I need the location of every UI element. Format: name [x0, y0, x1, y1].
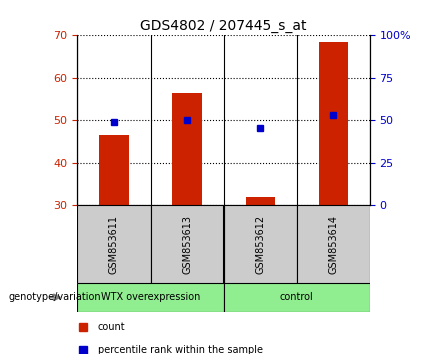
FancyBboxPatch shape [150, 205, 224, 283]
FancyBboxPatch shape [77, 283, 224, 312]
Bar [99, 135, 129, 205]
Bar [172, 93, 202, 205]
FancyBboxPatch shape [224, 283, 370, 312]
Text: GSM853611: GSM853611 [109, 215, 119, 274]
Text: GSM853612: GSM853612 [255, 215, 265, 274]
Text: GSM853614: GSM853614 [328, 215, 338, 274]
Text: WTX overexpression: WTX overexpression [101, 292, 200, 302]
FancyBboxPatch shape [77, 205, 150, 283]
Text: percentile rank within the sample: percentile rank within the sample [98, 344, 263, 354]
Text: count: count [98, 321, 126, 332]
FancyBboxPatch shape [297, 205, 370, 283]
Text: GSM853613: GSM853613 [182, 215, 192, 274]
Bar [319, 42, 348, 205]
Title: GDS4802 / 207445_s_at: GDS4802 / 207445_s_at [140, 19, 307, 33]
Bar [246, 197, 275, 205]
FancyBboxPatch shape [224, 205, 297, 283]
Text: control: control [280, 292, 313, 302]
Text: genotype/variation: genotype/variation [9, 292, 101, 302]
